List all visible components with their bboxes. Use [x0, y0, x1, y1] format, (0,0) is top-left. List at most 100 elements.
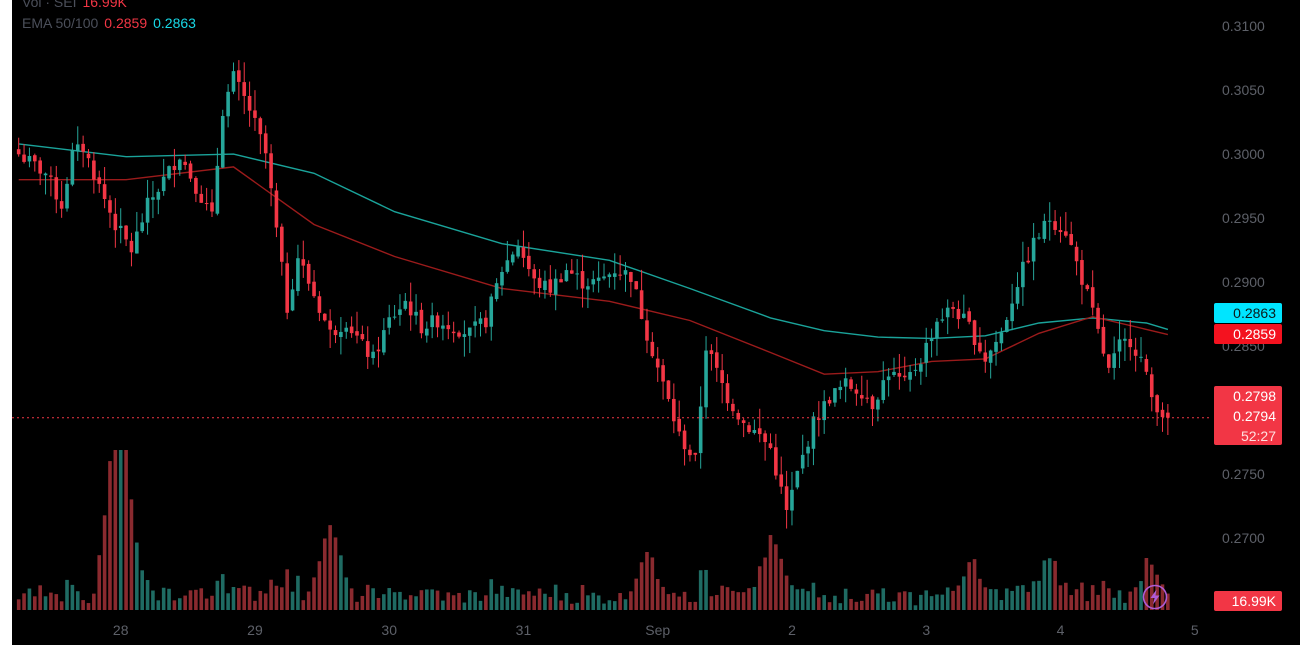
- candle-body: [655, 358, 660, 368]
- candle-body: [188, 163, 193, 179]
- volume-bar: [339, 555, 343, 610]
- volume-bar: [290, 591, 295, 610]
- volume-bar: [1090, 585, 1095, 610]
- volume-bar: [693, 601, 698, 610]
- candle-body: [725, 383, 730, 404]
- volume-bar: [484, 595, 488, 610]
- volume-legend-value: 16.99K: [82, 0, 127, 10]
- candle-body: [983, 352, 988, 362]
- volume-bar: [1139, 581, 1143, 610]
- volume-bar: [194, 589, 198, 610]
- candle-body: [1085, 285, 1090, 290]
- candle-body: [505, 260, 510, 272]
- volume-bar: [1064, 582, 1068, 610]
- volume-bar: [537, 588, 542, 610]
- volume-bar: [779, 558, 784, 610]
- x-tick-label: 31: [516, 622, 532, 638]
- volume-bar: [172, 600, 177, 610]
- candle-body: [1155, 395, 1159, 413]
- candle-body: [344, 327, 349, 332]
- volume-bar: [586, 595, 590, 610]
- candle-body: [1010, 303, 1014, 322]
- candle-body: [102, 184, 107, 199]
- volume-bar: [1085, 601, 1090, 610]
- price-chart[interactable]: 0.31000.30500.30000.29500.29000.28500.28…: [12, 0, 1300, 645]
- volume-bar: [1021, 585, 1025, 610]
- volume-bar: [1031, 581, 1036, 610]
- candle-body: [43, 173, 48, 176]
- candle-body: [124, 225, 128, 240]
- volume-bar: [1042, 560, 1047, 610]
- volume-bar: [220, 574, 225, 610]
- volume-bar: [312, 577, 316, 610]
- volume-bar: [70, 584, 75, 610]
- volume-bar: [317, 561, 322, 610]
- candle-body: [204, 203, 209, 205]
- volume-bar: [763, 557, 767, 610]
- volume-bar: [16, 599, 21, 610]
- lightning-bolt-icon[interactable]: [1142, 584, 1168, 610]
- candle-body: [666, 380, 671, 399]
- candle-body: [720, 370, 724, 384]
- candle-body: [795, 470, 800, 488]
- volume-bar: [612, 601, 617, 610]
- candle-body: [672, 398, 676, 422]
- candle-body: [768, 443, 773, 448]
- x-tick-label: 5: [1191, 622, 1199, 638]
- ema50-line: [18, 166, 1169, 375]
- candle-body: [736, 412, 741, 420]
- volume-bar: [575, 602, 579, 610]
- volume-bar: [795, 589, 800, 610]
- candle-body: [285, 263, 289, 313]
- volume-bar: [994, 589, 998, 610]
- volume-bar: [908, 592, 912, 610]
- volume-bar: [725, 587, 730, 610]
- volume-bar: [49, 592, 53, 610]
- volume-bar: [430, 589, 434, 610]
- candle-body: [86, 153, 91, 159]
- candle-body: [140, 222, 144, 232]
- volume-bar: [306, 591, 311, 610]
- ema50-legend-value: 0.2859: [104, 15, 148, 31]
- candle-body: [167, 166, 171, 179]
- candle-body: [215, 165, 220, 214]
- candle-body: [639, 290, 644, 319]
- volume-bar: [757, 566, 762, 610]
- volume-bar: [956, 585, 961, 610]
- candle-body: [634, 281, 639, 290]
- volume-bar: [978, 578, 982, 610]
- volume-bar: [527, 591, 531, 610]
- volume-bar: [253, 600, 257, 610]
- volume-bar: [328, 525, 332, 610]
- volume-bar: [81, 600, 85, 610]
- candle-body: [65, 183, 69, 209]
- candle-body: [108, 200, 112, 213]
- volume-bar: [32, 596, 37, 610]
- x-tick-label: 3: [922, 622, 930, 638]
- candle-body: [1090, 287, 1095, 308]
- volume-bar: [843, 588, 848, 610]
- x-tick-label: Sep: [645, 622, 670, 638]
- volume-bar: [22, 593, 26, 610]
- candle-body: [682, 430, 687, 450]
- candle-body: [650, 341, 655, 357]
- volume-legend: Vol · SEI 16.99K: [22, 0, 133, 10]
- volume-bar: [817, 597, 821, 610]
- ema100-legend-value: 0.2863: [153, 15, 196, 31]
- volume-bar: [677, 596, 681, 610]
- candle-body: [1101, 326, 1106, 354]
- candle-body: [1026, 260, 1031, 263]
- candle-body: [967, 311, 971, 322]
- volume-bar: [231, 586, 236, 610]
- volume-bar: [113, 450, 118, 610]
- volume-bar: [446, 592, 451, 610]
- volume-bar: [521, 594, 526, 610]
- candle-body: [220, 115, 225, 168]
- volume-bar: [387, 588, 392, 610]
- volume-bar: [494, 593, 499, 610]
- volume-bar: [1004, 588, 1009, 610]
- volume-bar: [838, 603, 843, 610]
- x-tick-label: 2: [788, 622, 796, 638]
- candle-body: [16, 149, 21, 155]
- volume-bar: [983, 587, 988, 610]
